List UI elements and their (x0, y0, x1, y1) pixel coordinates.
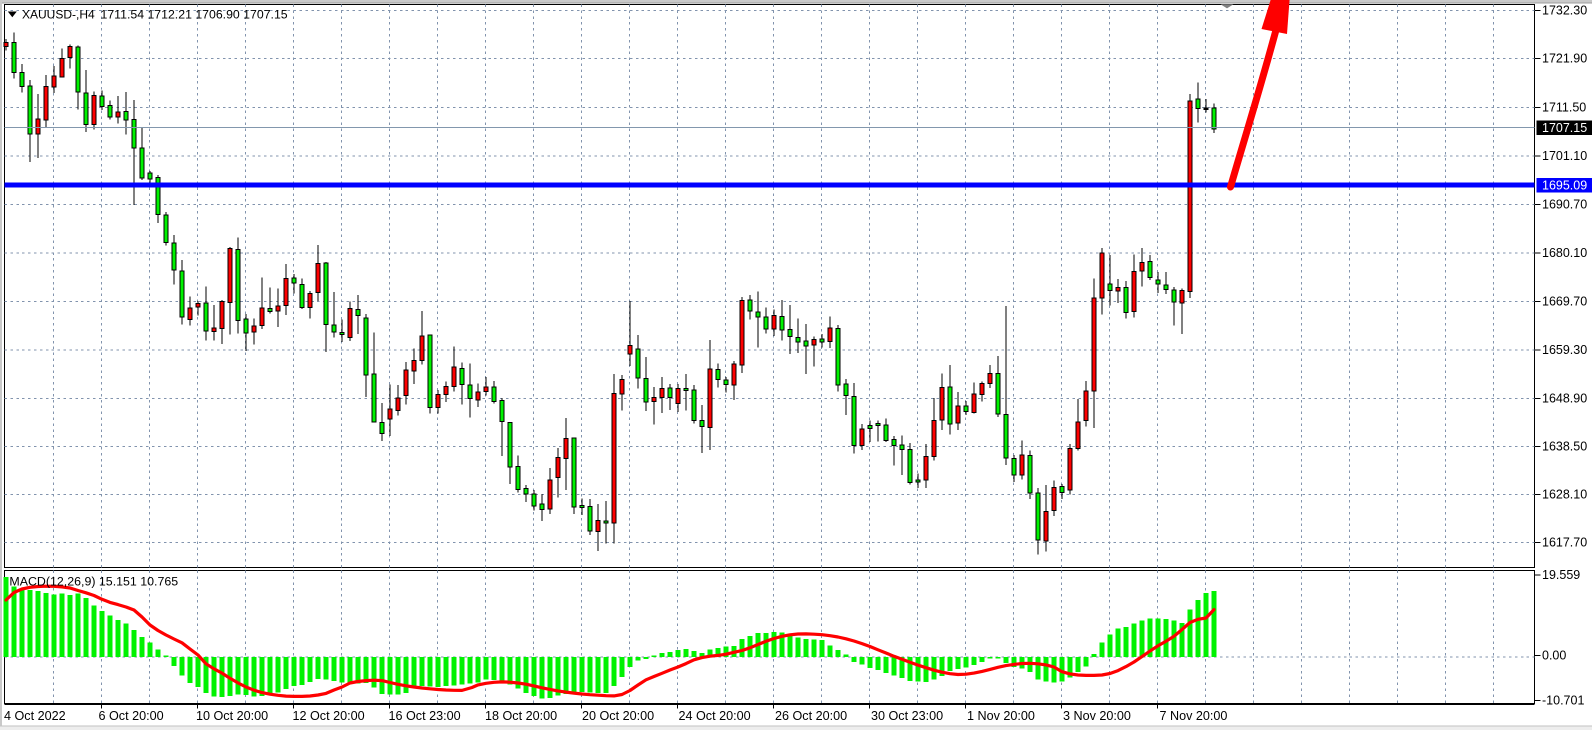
svg-text:10 Oct 20:00: 10 Oct 20:00 (196, 709, 268, 723)
svg-text:1711.54 1712.21 1706.90 1707.1: 1711.54 1712.21 1706.90 1707.15 (101, 8, 288, 22)
svg-text:6 Oct 20:00: 6 Oct 20:00 (99, 709, 164, 723)
svg-text:20 Oct 20:00: 20 Oct 20:00 (582, 709, 654, 723)
svg-text:1669.70: 1669.70 (1542, 295, 1587, 309)
svg-text:1 Nov 20:00: 1 Nov 20:00 (967, 709, 1035, 723)
svg-text:19.559: 19.559 (1542, 568, 1580, 582)
svg-text:30 Oct 23:00: 30 Oct 23:00 (871, 709, 943, 723)
svg-text:1659.30: 1659.30 (1542, 343, 1587, 357)
svg-text:1680.10: 1680.10 (1542, 246, 1587, 260)
svg-text:1617.70: 1617.70 (1542, 536, 1587, 550)
svg-text:24 Oct 20:00: 24 Oct 20:00 (679, 709, 751, 723)
svg-text:-10.701: -10.701 (1542, 694, 1584, 708)
svg-text:1638.50: 1638.50 (1542, 440, 1587, 454)
svg-text:4 Oct 2022: 4 Oct 2022 (4, 709, 66, 723)
svg-text:1701.10: 1701.10 (1542, 149, 1587, 163)
svg-text:16 Oct 23:00: 16 Oct 23:00 (389, 709, 461, 723)
svg-text:0.00: 0.00 (1542, 649, 1566, 663)
svg-text:XAUUSD-,H4: XAUUSD-,H4 (22, 8, 95, 22)
svg-text:1628.10: 1628.10 (1542, 488, 1587, 502)
svg-text:3 Nov 20:00: 3 Nov 20:00 (1063, 709, 1131, 723)
svg-text:1732.30: 1732.30 (1542, 4, 1587, 18)
svg-text:1707.15: 1707.15 (1542, 121, 1587, 135)
svg-text:26 Oct 20:00: 26 Oct 20:00 (775, 709, 847, 723)
svg-text:MACD(12,26,9) 15.151 10.765: MACD(12,26,9) 15.151 10.765 (9, 575, 178, 589)
svg-text:1648.90: 1648.90 (1542, 392, 1587, 406)
svg-text:7 Nov 20:00: 7 Nov 20:00 (1160, 709, 1228, 723)
svg-text:1721.90: 1721.90 (1542, 52, 1587, 66)
svg-text:1711.50: 1711.50 (1542, 101, 1586, 115)
svg-text:1690.70: 1690.70 (1542, 198, 1587, 212)
svg-text:18 Oct 20:00: 18 Oct 20:00 (485, 709, 557, 723)
svg-text:12 Oct 20:00: 12 Oct 20:00 (293, 709, 365, 723)
svg-text:1695.09: 1695.09 (1542, 179, 1587, 193)
